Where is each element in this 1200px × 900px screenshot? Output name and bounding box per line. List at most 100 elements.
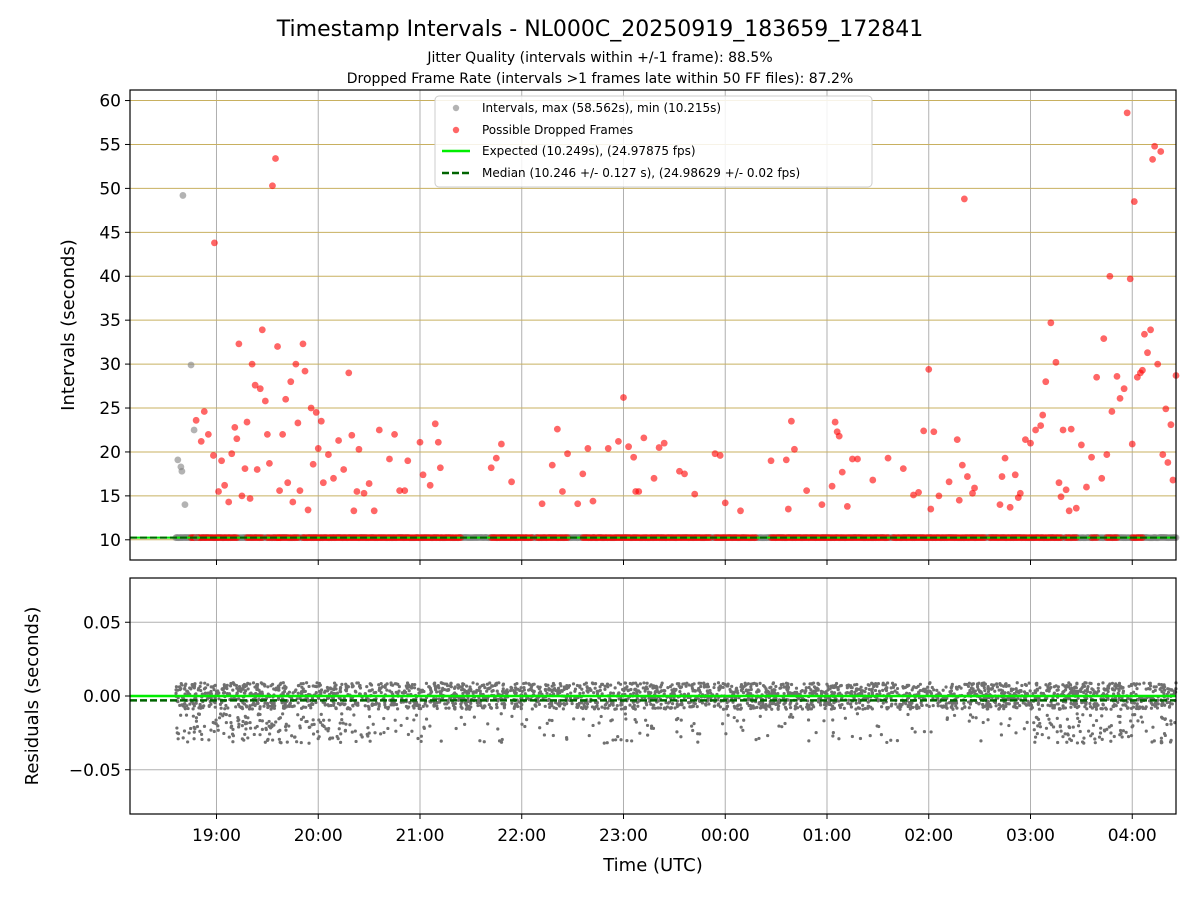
residual-point (550, 718, 554, 723)
residual-point (905, 683, 909, 687)
residual-point (993, 689, 997, 693)
residual-point (351, 703, 355, 707)
residual-point (232, 696, 236, 700)
residual-point (501, 691, 506, 695)
residual-point (651, 706, 655, 710)
residual-point (266, 703, 270, 707)
residual-point (1082, 736, 1086, 740)
residual-point (496, 699, 500, 703)
residual-point (301, 715, 306, 719)
residual-point (366, 726, 370, 730)
residual-point (264, 726, 268, 731)
residual-point (895, 738, 900, 743)
residual-point (313, 684, 317, 688)
residual-point (945, 696, 949, 700)
residual-point (367, 689, 371, 693)
residual-point (544, 688, 548, 693)
residual-point (1088, 690, 1093, 695)
dropped-frame-point (1032, 426, 1039, 434)
dropped-frame-point (269, 182, 276, 190)
dropped-frame-point (721, 499, 729, 507)
residual-point (916, 684, 920, 688)
residual-point (216, 728, 220, 732)
dropped-frame-point (1006, 503, 1014, 511)
dropped-frame-point (737, 507, 744, 515)
residual-point (454, 726, 458, 731)
residual-point (478, 739, 482, 743)
dropped-frame-point (345, 369, 353, 377)
residual-point (268, 732, 272, 736)
residual-point (551, 681, 556, 686)
dropped-frame-point (200, 408, 208, 415)
residual-point (477, 686, 482, 690)
residual-point (307, 725, 311, 729)
residual-point (1073, 686, 1077, 690)
residual-point (886, 681, 890, 685)
residual-point (214, 718, 218, 722)
residual-point (944, 685, 948, 689)
residual-point (702, 685, 706, 689)
residual-point (834, 685, 838, 689)
residual-point (635, 692, 639, 696)
residual-point (684, 684, 688, 688)
residual-point (299, 682, 303, 686)
residual-point (1104, 706, 1108, 710)
residual-point (867, 687, 872, 691)
residual-point (766, 733, 770, 738)
residual-point (414, 713, 419, 717)
dropped-frame-point (1062, 486, 1070, 494)
residual-point (380, 685, 385, 689)
residual-point (605, 682, 610, 686)
residual-point (327, 704, 331, 708)
residual-point (263, 683, 267, 687)
residual-point (435, 700, 439, 705)
residual-point (209, 685, 213, 689)
residual-point (296, 691, 300, 695)
residual-point (811, 703, 815, 707)
residual-point (243, 714, 247, 718)
residual-point (634, 720, 638, 724)
residual-point (628, 703, 632, 707)
dropped-frame-point (265, 459, 273, 467)
residual-point (499, 740, 504, 744)
x-tick-label: 04:00 (1108, 826, 1157, 846)
residual-point (258, 733, 262, 737)
residual-point (712, 704, 716, 708)
dropped-frame-point (233, 435, 241, 443)
residual-point (409, 684, 414, 688)
residual-point (500, 737, 504, 742)
dropped-frame-point (235, 340, 243, 348)
residual-point (1112, 734, 1116, 739)
residual-point (906, 704, 910, 709)
residual-point (272, 700, 276, 705)
residual-point (1116, 714, 1120, 718)
residual-point (1124, 730, 1128, 734)
residual-point (700, 701, 705, 705)
residual-point (438, 690, 442, 694)
residual-point (281, 712, 285, 716)
residual-point (206, 683, 210, 687)
residual-point (677, 682, 681, 686)
residual-point (241, 719, 245, 724)
dropped-frame-point (620, 394, 627, 401)
residual-point (782, 685, 786, 689)
residual-point (1039, 691, 1043, 695)
residual-point (523, 692, 527, 696)
residual-point (1163, 688, 1167, 692)
residual-point (679, 735, 683, 739)
residual-point (1012, 691, 1016, 696)
residual-point (935, 688, 939, 692)
dropped-frame-point (1042, 378, 1050, 386)
residual-point (831, 704, 835, 708)
residual-point (202, 724, 207, 729)
residual-point (260, 727, 265, 731)
residual-point (483, 686, 487, 690)
residual-point (626, 689, 630, 693)
residual-point (1081, 713, 1085, 717)
residual-point (967, 706, 971, 710)
residual-point (889, 704, 893, 708)
residual-point (659, 685, 663, 689)
residual-point (452, 686, 457, 690)
residual-point (770, 688, 774, 693)
residual-point (367, 706, 371, 710)
